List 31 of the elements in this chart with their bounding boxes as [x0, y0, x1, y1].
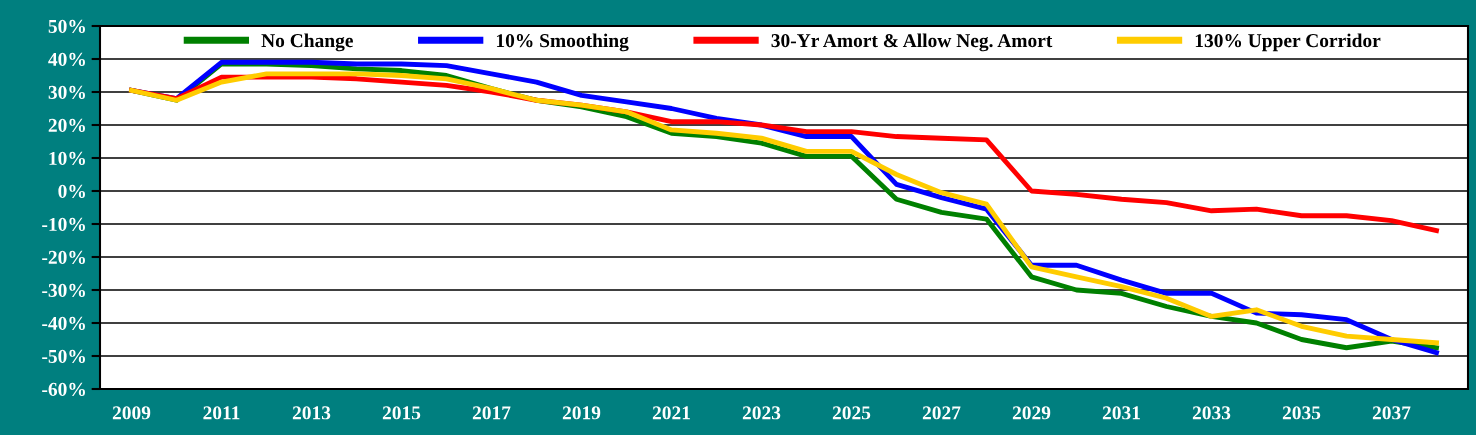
y-tick-label: -20% — [42, 250, 85, 264]
x-tick-label: 2031 — [1102, 406, 1140, 420]
y-tick-label: 20% — [48, 118, 85, 132]
x-tick-label: 2037 — [1372, 406, 1411, 420]
x-tick-label: 2023 — [742, 406, 781, 420]
x-tick-label: 2013 — [292, 406, 331, 420]
y-tick-label: 40% — [48, 52, 85, 66]
x-tick-label: 2025 — [832, 406, 871, 420]
y-tick-label: 10% — [49, 151, 85, 165]
x-tick-label: 2009 — [112, 406, 151, 420]
legend-label: 30-Yr Amort & Allow Neg. Amort — [771, 33, 1053, 52]
x-tick-label: 2017 — [472, 406, 511, 420]
y-tick-label: -50% — [42, 349, 85, 363]
legend-label: No Change — [261, 33, 353, 52]
y-tick-label: 30% — [48, 85, 85, 99]
x-tick-label: 2027 — [922, 406, 961, 420]
y-tick-label: -30% — [42, 283, 85, 297]
legend-label: 10% Smoothing — [496, 33, 629, 52]
x-tick-label: 2021 — [652, 406, 690, 420]
y-tick-label: 50% — [48, 19, 85, 33]
y-tick-label: 0% — [58, 184, 85, 198]
x-tick-label: 2029 — [1012, 406, 1051, 420]
x-tick-label: 2033 — [1192, 406, 1231, 420]
x-tick-label: 2015 — [382, 406, 421, 420]
y-tick-label: -60% — [42, 382, 85, 396]
y-tick-label: -40% — [42, 316, 85, 330]
legend-label: 130% Upper Corridor — [1195, 33, 1381, 52]
y-tick-label: -10% — [42, 217, 85, 231]
x-tick-label: 2035 — [1282, 406, 1321, 420]
x-tick-label: 2019 — [562, 406, 601, 420]
x-tick-label: 2011 — [203, 406, 240, 420]
